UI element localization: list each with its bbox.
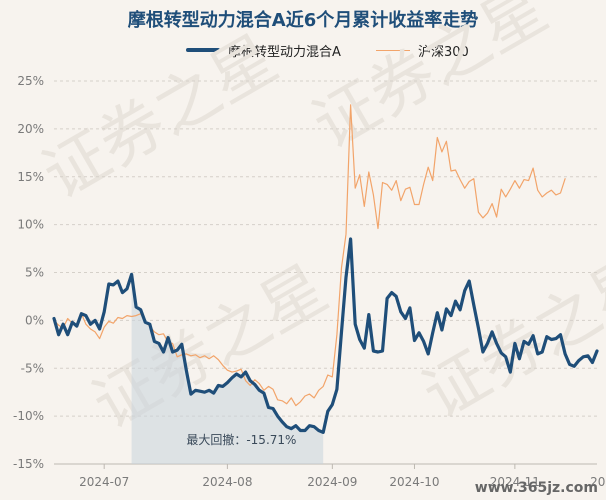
x-tick-label: 2024-11 — [490, 475, 540, 489]
y-tick-label: 10% — [17, 218, 44, 232]
y-tick-label: 25% — [17, 74, 44, 88]
x-tick-label: 2024-10 — [389, 475, 439, 489]
series-line-fund — [52, 237, 599, 434]
series-line-index — [53, 104, 566, 407]
y-tick-label: 5% — [25, 266, 44, 280]
legend-label-fund: 摩根转型动力混合A — [228, 44, 341, 60]
y-tick-label: 20% — [17, 122, 44, 136]
x-tick-label: 2024-08 — [202, 475, 252, 489]
watermark-text-3: 证券之星 — [411, 242, 606, 434]
max-drawdown-annotation: 最大回撤：-15.71% — [186, 432, 296, 447]
y-tick-label: 15% — [17, 170, 44, 184]
chart-title: 摩根转型动力混合A近6个月累计收益率走势 — [127, 10, 479, 31]
y-tick-label: -5% — [21, 361, 44, 375]
legend-item-fund[interactable]: 摩根转型动力混合A — [186, 40, 341, 60]
legend-item-index[interactable]: 沪深300 — [376, 40, 469, 60]
y-tick-label: -10% — [13, 409, 44, 423]
legend: 摩根转型动力混合A 沪深300 — [0, 40, 606, 60]
watermark-text-1: 证券之星 — [301, 0, 560, 164]
footer-watermark: www.365jz.com — [474, 480, 598, 496]
y-tick-label: 0% — [25, 313, 44, 327]
legend-swatch-fund — [186, 48, 220, 52]
y-tick-label: -15% — [13, 457, 44, 471]
x-tick-label: 2024-12 — [590, 475, 606, 489]
legend-swatch-index — [376, 49, 410, 51]
x-tick-label: 2024-09 — [307, 475, 357, 489]
x-tick-label: 2024-07 — [79, 475, 129, 489]
legend-label-index: 沪深300 — [418, 44, 469, 60]
watermark-text-0: 证券之星 — [31, 22, 290, 214]
drawdown-area — [131, 274, 324, 464]
